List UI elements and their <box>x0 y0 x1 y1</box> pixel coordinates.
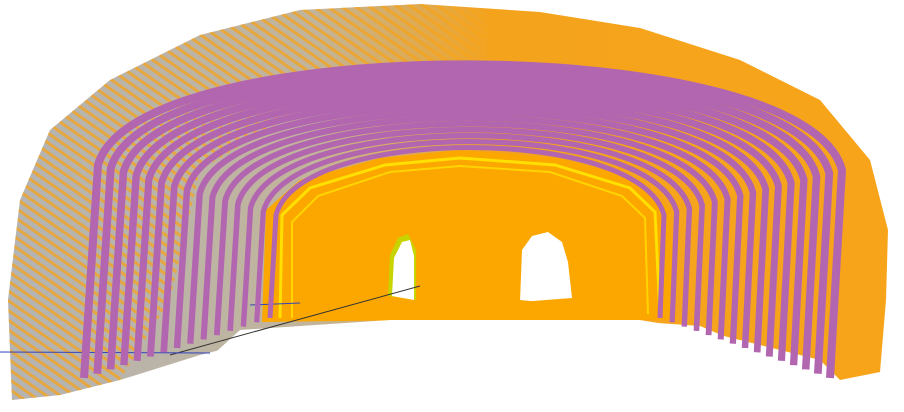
floor <box>150 316 904 412</box>
arch <box>187 108 744 344</box>
arch <box>267 145 667 319</box>
steel-arches <box>80 60 846 379</box>
survey-line <box>169 285 421 356</box>
arch <box>173 102 757 349</box>
survey-line <box>0 351 211 354</box>
arch <box>160 96 770 353</box>
arch <box>93 66 834 374</box>
arch <box>240 133 693 327</box>
inner-arch-yellow <box>278 156 662 319</box>
arch <box>106 72 821 370</box>
arch <box>133 84 795 362</box>
arch <box>80 60 846 379</box>
face-base <box>300 300 660 320</box>
arch <box>254 138 680 323</box>
arch <box>146 90 782 357</box>
arch <box>227 126 705 332</box>
left-opening <box>392 240 414 300</box>
arch <box>200 114 731 340</box>
tunnel-face <box>262 150 676 322</box>
inner-arch-yellow <box>291 164 649 318</box>
arch <box>120 78 808 366</box>
right-opening <box>520 232 572 302</box>
arch <box>213 120 718 336</box>
